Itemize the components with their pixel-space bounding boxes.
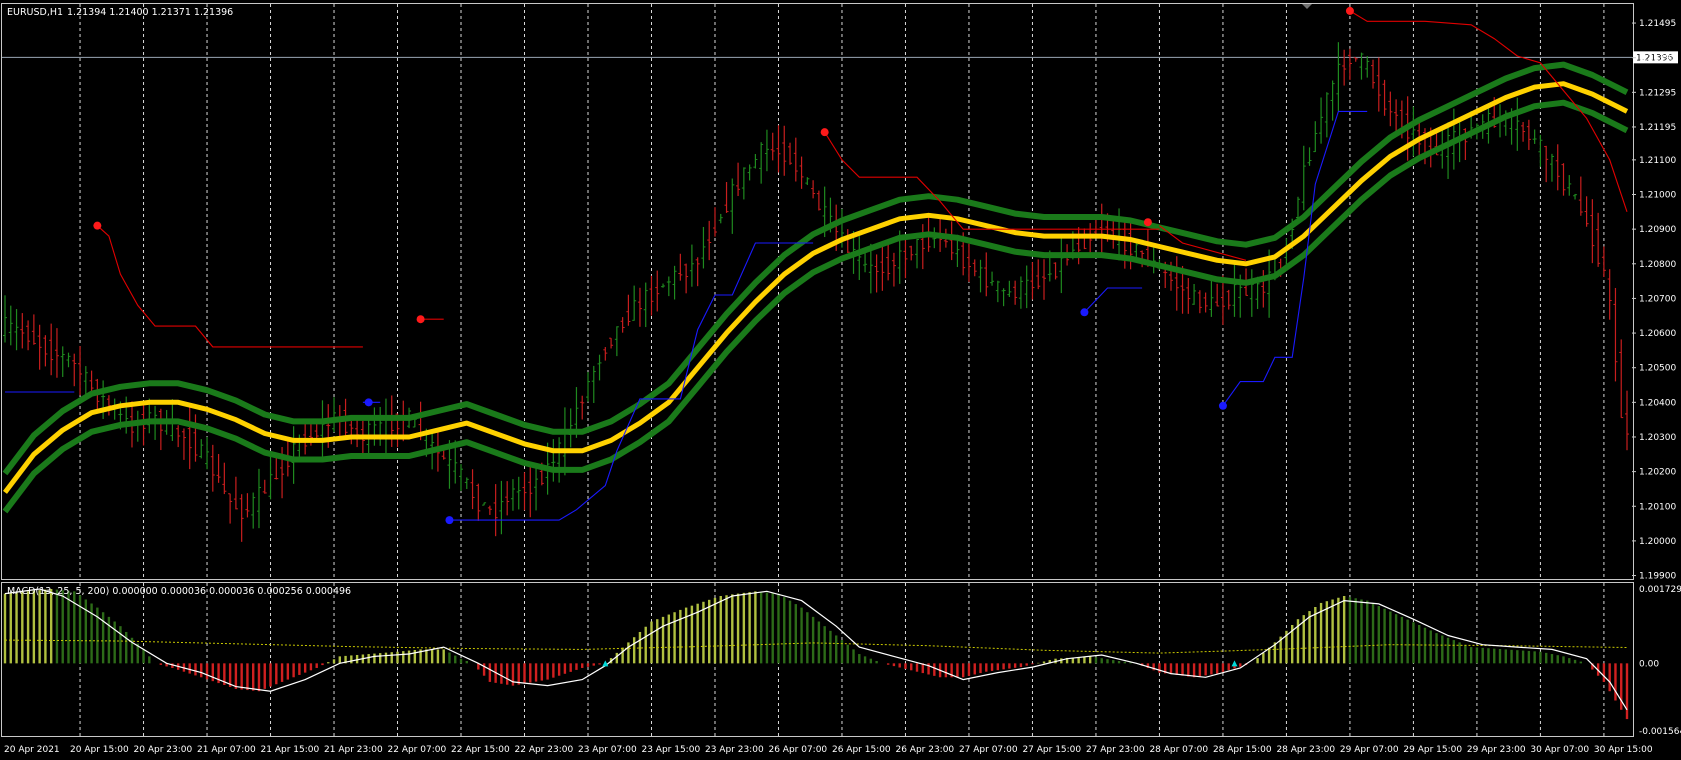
x-tick-label: 28 Apr 15:00: [1213, 745, 1272, 755]
stop-up-line: [1084, 287, 1143, 313]
moving-average-bands: [2, 61, 1629, 514]
price-axis: 1.21495 1.21395 1.21295 1.21195 1.21100 1.210…: [1632, 19, 1681, 737]
current-price-tag: [1633, 51, 1678, 64]
y-tick-label: 1.20600: [1639, 329, 1676, 339]
stop-down-line: [97, 225, 363, 348]
stop-down-line: [824, 131, 1160, 230]
stop-down-dot: [416, 315, 425, 324]
candles: [3, 42, 1629, 542]
macd-tick-label: 0.001729: [1639, 585, 1681, 595]
macd-main-line: [4, 588, 1628, 711]
x-tick-label: 29 Apr 23:00: [1467, 745, 1526, 755]
x-tick-label: 29 Apr 15:00: [1403, 745, 1462, 755]
stop-down-dot: [820, 128, 829, 137]
x-tick-label: 27 Apr 23:00: [1086, 745, 1145, 755]
stop-down-dot: [93, 221, 102, 230]
y-tick-label: 1.20300: [1639, 433, 1676, 443]
x-tick-label: 28 Apr 23:00: [1276, 745, 1335, 755]
macd-signal-arrow-icon: [1231, 660, 1238, 667]
stop-up-dot: [364, 398, 373, 407]
x-tick-label: 20 Apr 15:00: [70, 745, 129, 755]
time-axis: 20 Apr 2021 20 Apr 15:00 20 Apr 23:00 21 Ap…: [4, 745, 1653, 755]
x-tick-label: 27 Apr 15:00: [1022, 745, 1081, 755]
y-tick-label: 1.21100: [1639, 156, 1676, 166]
y-tick-label: 1.21195: [1639, 123, 1676, 133]
current-price-label: 1.21396: [1636, 53, 1673, 63]
vertical-grid: [79, 4, 1605, 736]
stop-up-line: [449, 242, 814, 521]
macd-panel-frame: [1, 582, 1634, 737]
macd-tick-label: -0.001564: [1639, 727, 1681, 737]
stop-up-line: [1222, 110, 1368, 407]
stop-up-dot: [1080, 308, 1089, 317]
x-tick-label: 22 Apr 15:00: [451, 745, 510, 755]
trailing-stop-lines: [5, 6, 1628, 525]
x-tick-label: 26 Apr 15:00: [832, 745, 891, 755]
upper-band-line: [2, 61, 1629, 476]
y-tick-label: 1.21295: [1639, 88, 1676, 98]
y-tick-label: 1.20700: [1639, 294, 1676, 304]
y-tick-label: 1.20000: [1639, 537, 1676, 547]
y-tick-label: 1.21395: [1639, 54, 1676, 64]
y-tick-label: 1.20800: [1639, 260, 1676, 270]
x-tick-label: 28 Apr 07:00: [1149, 745, 1208, 755]
macd-signal-line: [4, 639, 1628, 654]
macd-tick-label: 0.00: [1639, 659, 1659, 669]
y-tick-label: 1.21495: [1639, 19, 1676, 29]
stop-up-dot: [445, 516, 454, 525]
x-tick-label: 20 Apr 2021: [4, 745, 60, 755]
main-panel-frame: [1, 3, 1634, 580]
macd-signal-arrow-icon: [602, 660, 609, 667]
x-tick-label: 21 Apr 15:00: [261, 745, 320, 755]
x-tick-label: 30 Apr 15:00: [1594, 745, 1653, 755]
x-tick-label: 22 Apr 07:00: [388, 745, 447, 755]
x-tick-label: 26 Apr 07:00: [768, 745, 827, 755]
lower-band-line: [2, 99, 1629, 514]
x-tick-label: 22 Apr 23:00: [515, 745, 574, 755]
macd-indicator: [3, 588, 1629, 720]
current-price-line: 1.21396: [2, 51, 1678, 64]
x-tick-label: 26 Apr 23:00: [895, 745, 954, 755]
x-tick-label: 23 Apr 23:00: [705, 745, 764, 755]
x-tick-label: 23 Apr 15:00: [641, 745, 700, 755]
center-ma-line: [3, 81, 1629, 494]
stop-down-dot: [1345, 6, 1354, 15]
y-tick-label: 1.20400: [1639, 398, 1676, 408]
y-tick-label: 1.21000: [1639, 191, 1676, 201]
stop-down-line: [1159, 225, 1247, 261]
symbol-header: EURUSD,H1: [7, 7, 63, 18]
stop-down-line: [1349, 10, 1628, 212]
y-tick-label: 1.20500: [1639, 364, 1676, 374]
y-tick-label: 1.19900: [1639, 572, 1676, 582]
x-tick-label: 27 Apr 07:00: [959, 745, 1018, 755]
y-tick-label: 1.20900: [1639, 225, 1676, 235]
macd-header: MACD(13, 25, 5, 200) 0.000000 0.000036 0…: [7, 586, 351, 597]
y-tick-label: 1.20100: [1639, 502, 1676, 512]
stop-down-dot: [1143, 218, 1152, 227]
y-tick-label: 1.20200: [1639, 468, 1676, 478]
x-tick-label: 21 Apr 23:00: [324, 745, 383, 755]
ohlc-header: 1.21394 1.21400 1.21371 1.21396: [67, 7, 233, 18]
x-tick-label: 30 Apr 07:00: [1530, 745, 1589, 755]
x-tick-label: 29 Apr 07:00: [1340, 745, 1399, 755]
stop-up-dot: [1218, 401, 1227, 410]
x-tick-label: 23 Apr 07:00: [578, 745, 637, 755]
x-tick-label: 21 Apr 07:00: [197, 745, 256, 755]
x-tick-label: 20 Apr 23:00: [134, 745, 193, 755]
shift-marker-icon: [1302, 4, 1312, 9]
